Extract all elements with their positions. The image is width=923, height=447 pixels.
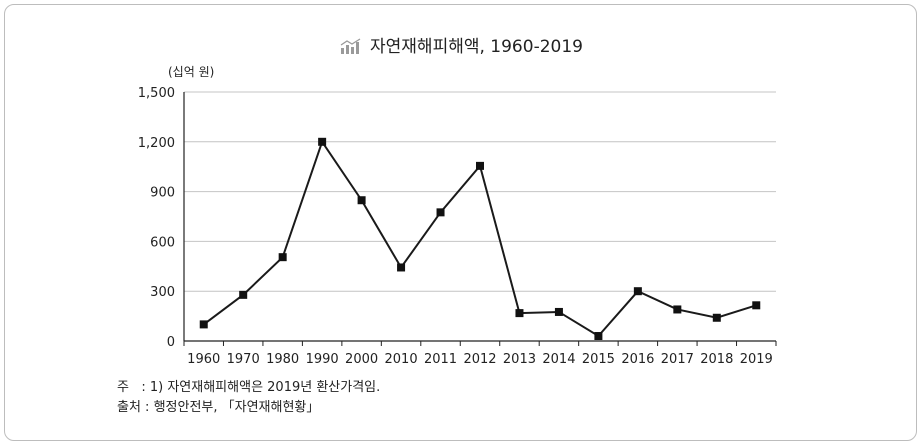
x-tick-label: 2011 [424,352,457,367]
data-point [594,332,603,341]
data-point [633,287,642,296]
y-tick-label: 300 [150,285,175,300]
chart-title-row: 자연재해피해액, 1960-2019 [0,32,923,59]
source-note: 출처 : 행정안전부, 「자연재해현황」 [117,400,320,415]
x-tick-label: 2000 [345,352,378,367]
x-tick-label: 1980 [266,352,299,367]
x-tick-label: 2018 [700,352,733,367]
data-point [476,161,484,170]
x-tick-label: 2012 [463,352,496,367]
bar-chart-trend-icon [340,38,362,59]
chart-title: 자연재해피해액, 1960-2019 [370,37,583,57]
data-point [752,301,761,310]
y-tick-label: 600 [150,235,175,250]
x-tick-label: 2016 [621,352,654,367]
x-tick-label: 1960 [187,352,220,367]
x-tick-label: 2019 [740,352,773,367]
data-point [515,309,524,318]
y-tick-label: 1,500 [138,86,175,101]
data-point [673,305,682,314]
x-tick-label: 2010 [385,352,418,367]
y-tick-label: 1,200 [138,136,175,151]
x-tick-label: 2015 [582,352,615,367]
chart-frame [4,4,917,441]
data-point [397,263,406,272]
y-tick-label: 900 [150,186,175,201]
data-point [199,320,208,329]
footnote: 주 : 1) 자연재해피해액은 2019년 환산가격임. [117,380,381,395]
x-tick-label: 2017 [661,352,694,367]
data-point [436,208,445,217]
x-tick-label: 1990 [306,352,339,367]
data-point [554,307,563,316]
data-point [239,290,248,299]
y-axis-unit-label: (십억 원) [168,65,214,79]
data-point [278,253,287,262]
x-tick-label: 2014 [542,352,575,367]
data-point [357,196,366,205]
x-tick-label: 2013 [503,352,536,367]
x-tick-label: 1970 [227,352,260,367]
data-point [712,313,721,322]
y-tick-label: 0 [167,335,175,350]
data-point [318,137,327,146]
